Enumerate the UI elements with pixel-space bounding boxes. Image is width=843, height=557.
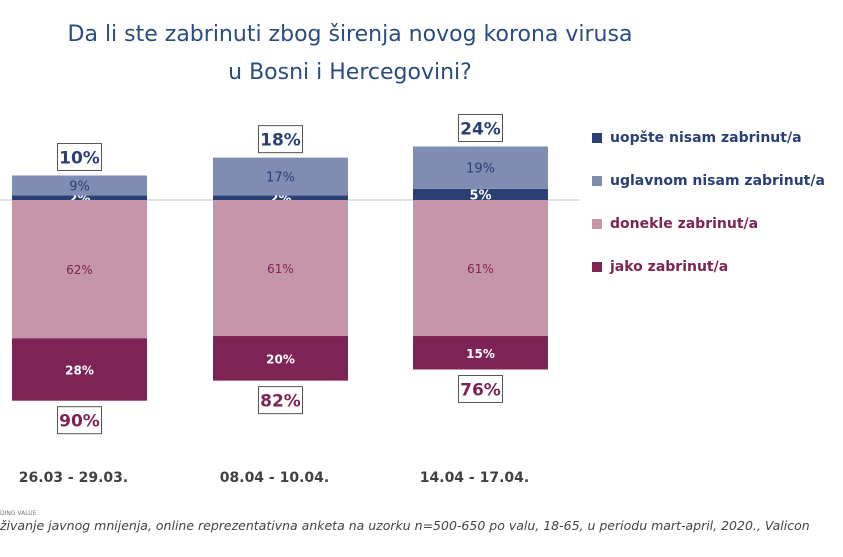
bar-segment	[213, 336, 348, 381]
legend-item: donekle zabrinut/a	[592, 216, 758, 232]
legend-label: jako zabrinut/a	[610, 259, 729, 275]
bar-segment	[12, 200, 147, 339]
total-box-not-worried	[458, 113, 503, 142]
data-label: 28%	[65, 363, 94, 377]
total-box-worried	[458, 374, 503, 403]
total-box-not-worried	[258, 125, 303, 154]
data-label: 9%	[69, 180, 90, 195]
chart-title-line2: u Bosni i Hercegovini?	[228, 60, 472, 85]
bar-segment	[12, 338, 147, 401]
legend-swatch	[592, 176, 602, 186]
data-label: 15%	[466, 347, 495, 361]
legend-item: jako zabrinut/a	[592, 259, 728, 275]
bar-segment	[213, 200, 348, 337]
brand-text: DING VALUE	[0, 510, 37, 517]
source-note: živanje javnog mnijenja, online reprezen…	[0, 518, 810, 533]
total-label-not-worried: 24%	[460, 119, 501, 139]
legend-label: uopšte nisam zabrinut/a	[610, 130, 802, 146]
legend-swatch	[592, 133, 602, 143]
category-label: 08.04 - 10.04.	[220, 470, 329, 486]
data-label: 5%	[469, 188, 491, 203]
category-label: 26.03 - 29.03.	[19, 470, 128, 486]
bar-segment	[12, 175, 147, 196]
legend-item: uopšte nisam zabrinut/a	[592, 130, 802, 146]
legend-label: donekle zabrinut/a	[610, 216, 759, 232]
bar-segment	[413, 200, 548, 337]
data-label: 19%	[466, 162, 495, 177]
total-label-not-worried: 10%	[59, 148, 100, 168]
total-box-worried	[258, 386, 303, 415]
legend-item: uglavnom nisam zabrinut/a	[592, 173, 825, 189]
total-label-worried: 76%	[460, 380, 501, 400]
total-label-worried: 90%	[59, 412, 100, 432]
data-label: 17%	[266, 171, 295, 186]
data-label: 20%	[266, 352, 295, 366]
legend-swatch	[592, 219, 602, 229]
legend-label: uglavnom nisam zabrinut/a	[610, 173, 825, 189]
total-box-worried	[57, 406, 102, 435]
total-label-worried: 82%	[260, 392, 301, 412]
chart-title-line1: Da li ste zabrinuti zbog širenja novog k…	[67, 22, 633, 47]
bar-segment	[413, 188, 548, 200]
bar-segment	[213, 195, 348, 200]
stacked-bar-chart: 2%9%62%28%10%90%26.03 - 29.03.2%17%61%20…	[0, 113, 580, 486]
data-label: 62%	[66, 263, 93, 277]
data-label: 61%	[467, 262, 494, 276]
bar-segment	[12, 195, 147, 200]
category-label: 14.04 - 17.04.	[420, 470, 529, 486]
bar-segment	[213, 157, 348, 196]
data-label: 61%	[267, 262, 294, 276]
total-box-not-worried	[57, 142, 102, 171]
bar-segment	[413, 336, 548, 370]
bar-segment	[413, 146, 548, 189]
total-label-not-worried: 18%	[260, 131, 301, 151]
legend-swatch	[592, 262, 602, 272]
